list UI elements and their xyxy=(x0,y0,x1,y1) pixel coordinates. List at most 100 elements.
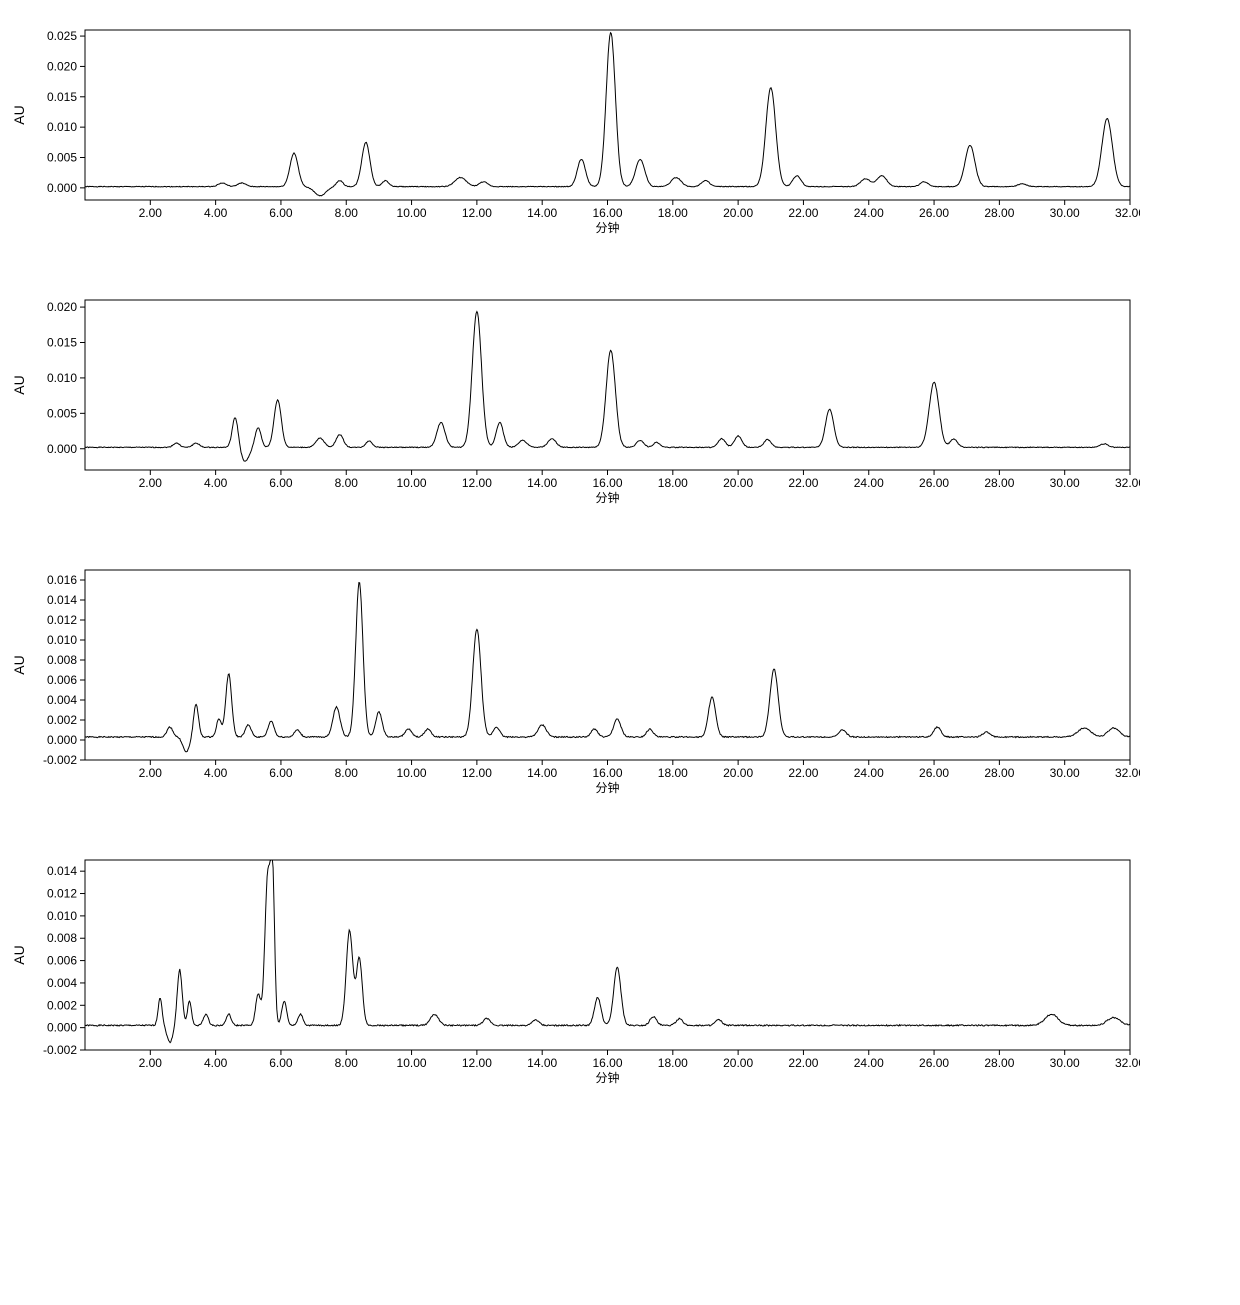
x-tick-label: 4.00 xyxy=(204,206,228,220)
x-tick-label: 22.00 xyxy=(788,476,818,490)
x-tick-label: 28.00 xyxy=(984,206,1014,220)
y-tick-label: 0.004 xyxy=(47,976,77,990)
x-tick-label: 8.00 xyxy=(335,766,359,780)
y-tick-label: 0.005 xyxy=(47,151,77,165)
x-tick-label: 30.00 xyxy=(1050,476,1080,490)
chart-svg-3: 2.004.006.008.0010.0012.0014.0016.0018.0… xyxy=(10,560,1140,800)
page: 2.00 4.00 6.00 8.00 10.00 12.00 14.00 16.00 18.0… xyxy=(0,0,1240,1160)
x-tick-label: 16.00 xyxy=(592,206,622,220)
y-tick-label: 0.000 xyxy=(47,1021,77,1035)
x-tick-label: 22.00 xyxy=(788,766,818,780)
x-tick-label: 12.00 xyxy=(462,1056,492,1070)
x-tick-label: 2.00 xyxy=(139,1056,163,1070)
y-tick-label: 0.010 xyxy=(47,909,77,923)
x-tick-label: 4.00 xyxy=(204,1056,228,1070)
y-tick-label: 0.006 xyxy=(47,954,77,968)
x-tick-label: 6.00 xyxy=(269,206,293,220)
x-tick-label: 20.00 xyxy=(723,206,753,220)
y-tick-label: 0.020 xyxy=(47,300,77,314)
y-axis-label: AU xyxy=(11,105,27,124)
y-tick-label: 0.012 xyxy=(47,613,77,627)
x-tick-label: 24.00 xyxy=(854,1056,884,1070)
x-tick-label: 10.00 xyxy=(397,476,427,490)
x-tick-label: 28.00 xyxy=(984,766,1014,780)
y-tick-label: -0.002 xyxy=(43,753,77,767)
x-tick-label: 8.00 xyxy=(335,476,359,490)
y-tick-label: 0.002 xyxy=(47,713,77,727)
x-tick-label: 28.00 xyxy=(984,476,1014,490)
x-tick-label: 8.00 xyxy=(335,1056,359,1070)
x-tick-label: 32.00 xyxy=(1115,1056,1140,1070)
x-tick-label: 26.00 xyxy=(919,476,949,490)
y-axis-label: AU xyxy=(11,655,27,674)
y-tick-label: 0.002 xyxy=(47,998,77,1012)
x-tick-label: 32.00 xyxy=(1115,206,1140,220)
x-tick-label: 24.00 xyxy=(854,476,884,490)
y-tick-label: 0.012 xyxy=(47,887,77,901)
x-tick-label: 22.00 xyxy=(788,1056,818,1070)
y-tick-label: 0.006 xyxy=(47,673,77,687)
x-tick-label: 26.00 xyxy=(919,206,949,220)
x-tick-label: 12.00 xyxy=(462,476,492,490)
x-tick-label: 20.00 xyxy=(723,1056,753,1070)
y-tick-label: 0.014 xyxy=(47,593,77,607)
x-tick-label: 14.00 xyxy=(527,206,557,220)
chromatogram-3: 2.004.006.008.0010.0012.0014.0016.0018.0… xyxy=(10,560,1230,800)
x-tick-label: 6.00 xyxy=(269,476,293,490)
x-tick-label: 14.00 xyxy=(527,1056,557,1070)
y-tick-label: -0.002 xyxy=(43,1043,77,1057)
x-tick-label: 30.00 xyxy=(1050,766,1080,780)
y-tick-label: 0.000 xyxy=(47,442,77,456)
x-tick-label: 16.00 xyxy=(592,766,622,780)
x-tick-label: 2.00 xyxy=(139,206,163,220)
x-axis-label: 分钟 xyxy=(595,780,619,795)
x-tick-label: 26.00 xyxy=(919,766,949,780)
x-tick-label: 2.00 xyxy=(139,766,163,780)
y-tick-label: 0.015 xyxy=(47,90,77,104)
x-tick-label: 32.00 xyxy=(1115,476,1140,490)
y-axis-label: AU xyxy=(11,945,27,964)
x-tick-label: 14.00 xyxy=(527,476,557,490)
x-tick-label: 6.00 xyxy=(269,1056,293,1070)
y-tick-label: 0.004 xyxy=(47,693,77,707)
x-tick-label: 20.00 xyxy=(723,766,753,780)
chromatogram-2: 2.004.006.008.0010.0012.0014.0016.0018.0… xyxy=(10,290,1230,510)
x-tick-label: 8.00 xyxy=(335,206,359,220)
x-tick-label: 12.00 xyxy=(462,206,492,220)
chart-svg-1: 2.00 4.00 6.00 8.00 10.00 12.00 14.00 16.00 18.0… xyxy=(10,20,1140,240)
chromatogram-trace xyxy=(85,583,1130,752)
y-tick-label: 0.015 xyxy=(47,336,77,350)
x-tick-label: 14.00 xyxy=(527,766,557,780)
y-tick-label: 0.014 xyxy=(47,864,77,878)
y-tick-label: 0.008 xyxy=(47,653,77,667)
x-tick-label: 16.00 xyxy=(592,1056,622,1070)
x-tick-label: 2.00 xyxy=(139,476,163,490)
x-tick-label: 30.00 xyxy=(1050,206,1080,220)
chromatogram-trace xyxy=(85,860,1130,1043)
x-tick-label: 6.00 xyxy=(269,766,293,780)
x-tick-label: 26.00 xyxy=(919,1056,949,1070)
x-tick-label: 18.00 xyxy=(658,476,688,490)
y-tick-label: 0.000 xyxy=(47,733,77,747)
y-tick-label: 0.000 xyxy=(47,181,77,195)
x-axis-label: 分钟 xyxy=(595,490,619,505)
y-tick-label: 0.010 xyxy=(47,120,77,134)
x-tick-label: 4.00 xyxy=(204,766,228,780)
x-tick-label: 18.00 xyxy=(658,766,688,780)
y-tick-label: 0.016 xyxy=(47,573,77,587)
y-tick-label: 0.008 xyxy=(47,931,77,945)
x-tick-label: 28.00 xyxy=(984,1056,1014,1070)
y-tick-label: 0.025 xyxy=(47,29,77,43)
x-tick-label: 22.00 xyxy=(788,206,818,220)
x-tick-label: 10.00 xyxy=(397,1056,427,1070)
chart-svg-2: 2.004.006.008.0010.0012.0014.0016.0018.0… xyxy=(10,290,1140,510)
x-tick-label: 16.00 xyxy=(592,476,622,490)
y-axis-label: AU xyxy=(11,375,27,394)
y-tick-label: 0.005 xyxy=(47,406,77,420)
x-tick-label: 10.00 xyxy=(397,206,427,220)
x-tick-label: 18.00 xyxy=(658,206,688,220)
x-tick-label: 32.00 xyxy=(1115,766,1140,780)
x-tick-label: 12.00 xyxy=(462,766,492,780)
y-tick-label: 0.020 xyxy=(47,59,77,73)
chromatogram-4: 2.004.006.008.0010.0012.0014.0016.0018.0… xyxy=(10,850,1230,1090)
